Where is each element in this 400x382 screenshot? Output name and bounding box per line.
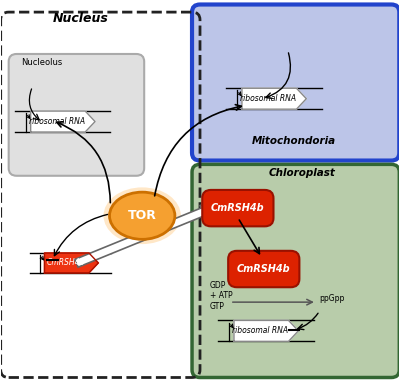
Text: GDP
+ ATP
GTP: GDP + ATP GTP — [210, 281, 232, 311]
FancyBboxPatch shape — [9, 54, 144, 176]
Text: CmRSH4b: CmRSH4b — [211, 203, 265, 213]
Text: CmRSH4b: CmRSH4b — [47, 259, 85, 267]
Polygon shape — [242, 88, 306, 109]
FancyBboxPatch shape — [202, 190, 274, 227]
Ellipse shape — [104, 188, 181, 244]
Text: Nucleolus: Nucleolus — [21, 58, 62, 67]
Polygon shape — [234, 320, 298, 342]
Text: TOR: TOR — [128, 209, 157, 222]
Text: ribosomal RNA: ribosomal RNA — [232, 326, 288, 335]
Text: ppGpp: ppGpp — [320, 294, 345, 303]
Text: Nucleus: Nucleus — [52, 13, 108, 26]
Text: ribosomal RNA: ribosomal RNA — [240, 94, 296, 103]
Polygon shape — [31, 111, 95, 132]
Text: Chloroplast: Chloroplast — [268, 168, 335, 178]
Polygon shape — [44, 253, 98, 273]
FancyBboxPatch shape — [192, 5, 399, 160]
Text: CmRSH4b: CmRSH4b — [237, 264, 290, 274]
Text: Mitochondoria: Mitochondoria — [252, 136, 336, 146]
Text: ribosomal RNA: ribosomal RNA — [29, 117, 85, 126]
Ellipse shape — [110, 192, 175, 240]
FancyArrow shape — [75, 205, 212, 267]
FancyBboxPatch shape — [192, 164, 399, 377]
FancyBboxPatch shape — [228, 251, 299, 287]
